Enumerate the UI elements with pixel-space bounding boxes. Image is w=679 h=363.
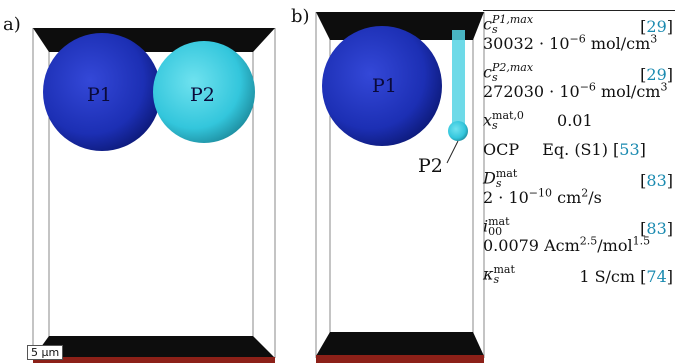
citation[interactable]: 29 (646, 65, 667, 84)
panel-a-particle-p2 (153, 41, 255, 143)
param-sup: P2,max (491, 61, 534, 74)
param-value: 0.01 (557, 110, 593, 130)
panel-a-p1-label: P1 (87, 84, 112, 106)
table-top-rule (483, 10, 675, 11)
table-row-cs-p1max: c P1,max s [29] 30032 · 10−6 mol/cm3 (483, 13, 673, 53)
panel-b-particle-p1 (322, 26, 442, 146)
param-symbol: OCP (483, 140, 520, 159)
panel-a-collector (33, 357, 275, 363)
param-value: 30032 · 10−6 mol/cm3 (483, 32, 658, 53)
param-value: 272030 · 10−6 mol/cm3 (483, 80, 668, 101)
param-symbol: c (483, 62, 492, 82)
param-sub: s (492, 119, 498, 132)
citation[interactable]: 83 (646, 219, 667, 238)
param-symbol: x (483, 110, 493, 130)
panel-a-bottom-plate (33, 336, 275, 358)
param-value: 2 · 10−10 cm2/s (483, 186, 602, 207)
panel-b-p2-leader (446, 140, 459, 164)
param-sup: mat (493, 263, 515, 276)
param-sub: s (491, 23, 498, 36)
panel-b-particle-p2 (448, 121, 468, 141)
scale-bar-label: 5 μm (27, 345, 64, 360)
param-symbol: D (483, 168, 496, 188)
param-symbol: c (483, 14, 492, 34)
param-value: 0.0079 Acm2.5/mol1.5 (483, 234, 651, 255)
param-sup: mat,0 (492, 109, 524, 122)
panel-b-p2-column (452, 30, 465, 130)
panel-b-label: b) (291, 6, 310, 27)
citation[interactable]: 74 (646, 267, 667, 286)
table-row-i00-mat: i mat 00 [83] 0.0079 Acm2.5/mol1.5 (483, 215, 673, 255)
param-value: Eq. (S1) (542, 140, 608, 159)
table-row-kappa-mat: κ mat s 1 S/cm [74] (483, 263, 673, 286)
citation[interactable]: 53 (619, 140, 640, 159)
param-symbol: i (483, 216, 489, 236)
parameter-table: c P1,max s [29] 30032 · 10−6 mol/cm3 c P2,m… (483, 10, 675, 295)
param-sub: s (491, 71, 498, 84)
panel-b-collector (316, 355, 484, 363)
panel-a-label: a) (3, 14, 21, 35)
table-row-cs-p2max: c P2,max s [29] 272030 · 10−6 mol/cm3 (483, 61, 673, 101)
panel-b-p1-label: P1 (372, 75, 397, 97)
panel-b-p2-label: P2 (418, 155, 443, 177)
param-symbol: κ (483, 264, 494, 284)
param-sup: mat (488, 215, 510, 228)
param-sub: s (495, 177, 502, 190)
param-sub: s (493, 273, 500, 286)
table-row-ocp: OCP Eq. (S1) [53] (483, 140, 646, 159)
citation[interactable]: 83 (646, 171, 667, 190)
table-row-xs-mat0: x mat,0 s 0.01 (483, 109, 675, 132)
param-sup: mat (495, 167, 518, 180)
param-value: 1 S/cm (579, 267, 636, 286)
panel-a-p2-label: P2 (190, 84, 215, 106)
panel-a-particle-p1 (43, 33, 161, 151)
param-sup: P1,max (491, 13, 534, 26)
param-sub: 00 (488, 225, 503, 238)
citation[interactable]: 29 (646, 17, 667, 36)
panel-b-bottom-plate (316, 332, 484, 356)
